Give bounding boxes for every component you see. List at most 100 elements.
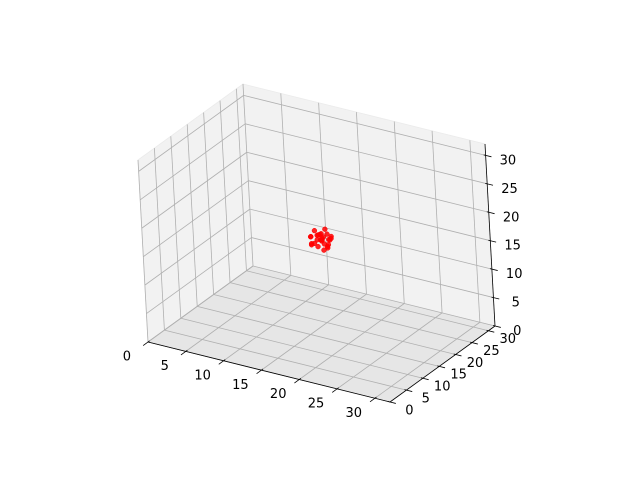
z-tick-mark [491, 296, 500, 300]
gridline-y-left [154, 148, 165, 331]
y-tick-label: 20 [467, 356, 484, 371]
y-tick-label: 10 [434, 380, 451, 395]
z-tick-label: 5 [512, 296, 520, 311]
z-tick-label: 15 [504, 239, 521, 254]
gridline-z-back [251, 237, 494, 298]
y-tick-mark [453, 353, 462, 357]
axis-lines [147, 143, 496, 403]
gridline-y-floor [229, 282, 473, 344]
data-point [326, 236, 332, 243]
x-tick-mark [218, 359, 226, 365]
z-tick-mark [489, 268, 498, 271]
data-point [311, 227, 318, 234]
x-tick-mark [369, 396, 377, 403]
y-tick-mark [437, 365, 446, 369]
x-tick-label: 15 [232, 378, 249, 393]
x-tick-label: 5 [161, 359, 169, 374]
x-tick-mark [180, 349, 188, 356]
gridline-y-floor [246, 270, 489, 332]
gridline-y-floor [213, 294, 456, 355]
gridlines [137, 83, 496, 403]
gridline-x-back [469, 140, 481, 323]
y-tick-mark [420, 377, 429, 381]
z-tick-mark [488, 239, 497, 243]
gridline-z-left [139, 123, 246, 201]
gridline-y-left [170, 136, 182, 319]
z-tick-label: 30 [500, 153, 517, 168]
tick-marks [142, 154, 501, 404]
gridline-z-left [146, 237, 252, 314]
data-point [322, 226, 328, 232]
y-axis-line [389, 325, 496, 403]
gridline-x-back [242, 83, 254, 267]
gridline-x-floor [261, 293, 367, 371]
gridline-x-floor [185, 275, 292, 352]
data-point [314, 232, 320, 238]
gridline-y-left [236, 88, 247, 271]
y-tick-label: 5 [422, 391, 430, 406]
z-tick-mark [486, 211, 495, 215]
gridline-z-left [143, 180, 249, 258]
z-tick-mark [483, 154, 492, 158]
gridline-x-back [393, 121, 405, 304]
y-tick-mark [404, 389, 413, 392]
x-tick-mark [331, 387, 339, 393]
gridline-z-back [248, 180, 491, 242]
data-points [307, 226, 334, 253]
gridline-z-left [144, 208, 251, 286]
data-point [325, 245, 331, 251]
gridline-z-back [245, 123, 488, 185]
z-tick-mark [485, 182, 494, 186]
gridline-y-left [219, 100, 231, 283]
gridline-x-floor [299, 303, 405, 380]
gridline-y-left [137, 159, 149, 343]
gridline-z-back [246, 151, 489, 213]
data-point [315, 243, 321, 250]
gridline-z-left [138, 95, 244, 172]
x-tick-label: 0 [123, 350, 131, 365]
y-tick-mark [486, 329, 495, 333]
x-tick-mark [142, 340, 150, 346]
z-tick-mark [492, 325, 501, 328]
y-tick-label: 0 [405, 403, 413, 418]
y-tick-mark [387, 401, 396, 404]
z-tick-label: 20 [503, 210, 520, 225]
gridline-y-left [186, 124, 198, 307]
z-tick-label: 0 [513, 324, 521, 339]
data-point [308, 233, 314, 240]
data-point [324, 231, 330, 237]
gridline-y-floor [197, 305, 440, 367]
gridline-z-left [141, 151, 247, 229]
x-tick-label: 10 [194, 369, 211, 384]
y-tick-mark [469, 341, 478, 345]
x-tick-label: 25 [308, 397, 325, 412]
x-tick-label: 30 [346, 406, 363, 421]
z-tick-label: 10 [506, 267, 523, 282]
gridline-x-floor [336, 312, 443, 390]
data-point [308, 240, 315, 247]
y-tick-label: 25 [483, 344, 500, 359]
x-tick-mark [294, 378, 302, 384]
gridline-y-floor [180, 317, 423, 379]
data-point [320, 234, 327, 240]
z-axis-line [484, 143, 496, 327]
gridline-z-left [147, 265, 254, 343]
gridline-z-back [249, 208, 492, 270]
gridline-y-floor [164, 329, 407, 391]
gridline-z-back [252, 265, 496, 327]
gridline-x-back [318, 102, 330, 285]
gridline-x-back [280, 93, 292, 276]
x-tick-label: 20 [270, 387, 287, 402]
gridline-x-back [356, 112, 367, 295]
gridline-y-left [203, 112, 215, 295]
y-tick-label: 30 [500, 332, 517, 347]
y-tick-label: 15 [450, 368, 467, 383]
gridline-x-back [431, 130, 443, 313]
x-tick-mark [256, 368, 264, 374]
gridline-z-back [243, 94, 486, 156]
z-tick-label: 25 [501, 182, 518, 197]
gridline-x-floor [223, 284, 329, 362]
x-axis-line [147, 341, 391, 403]
